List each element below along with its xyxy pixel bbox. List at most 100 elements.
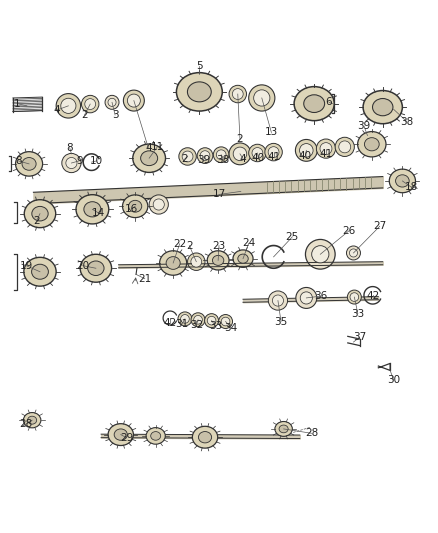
Ellipse shape [233, 250, 253, 268]
Circle shape [216, 150, 226, 159]
Ellipse shape [108, 424, 134, 446]
Ellipse shape [363, 91, 403, 124]
Ellipse shape [15, 152, 42, 176]
Ellipse shape [357, 132, 386, 157]
Ellipse shape [212, 255, 224, 265]
Circle shape [254, 90, 270, 106]
Circle shape [339, 141, 351, 153]
Text: 38: 38 [216, 155, 229, 165]
Circle shape [347, 290, 361, 304]
Circle shape [213, 147, 229, 163]
Ellipse shape [146, 427, 165, 444]
Text: 32: 32 [190, 320, 203, 330]
Ellipse shape [304, 95, 325, 112]
Circle shape [296, 287, 317, 309]
Text: 17: 17 [212, 189, 226, 199]
Circle shape [268, 291, 288, 310]
Circle shape [252, 148, 263, 158]
Text: 11: 11 [150, 142, 164, 152]
Circle shape [346, 246, 360, 260]
Circle shape [335, 138, 354, 157]
Text: 19: 19 [19, 261, 33, 271]
Text: 2: 2 [33, 216, 40, 226]
Circle shape [219, 314, 233, 328]
Circle shape [233, 147, 247, 160]
Circle shape [229, 143, 251, 165]
Text: 16: 16 [125, 204, 138, 214]
Text: 39: 39 [357, 121, 371, 131]
Text: 42: 42 [163, 318, 177, 328]
Circle shape [108, 98, 116, 107]
Circle shape [178, 312, 192, 326]
Circle shape [249, 85, 275, 111]
Ellipse shape [372, 99, 393, 116]
Ellipse shape [133, 144, 166, 172]
Circle shape [265, 143, 283, 161]
Ellipse shape [32, 206, 48, 221]
Text: 41: 41 [319, 149, 332, 159]
Text: 2: 2 [186, 240, 193, 251]
Text: 35: 35 [274, 317, 288, 327]
Text: 40: 40 [299, 151, 312, 160]
Ellipse shape [198, 432, 212, 443]
Text: 41: 41 [267, 152, 280, 163]
Circle shape [66, 157, 77, 168]
Text: 2: 2 [237, 134, 243, 144]
Ellipse shape [88, 261, 104, 276]
Ellipse shape [28, 416, 37, 424]
Ellipse shape [275, 422, 292, 437]
Text: 10: 10 [90, 156, 103, 166]
Text: 8: 8 [67, 143, 73, 153]
Ellipse shape [84, 201, 101, 217]
Circle shape [197, 148, 213, 164]
Text: 31: 31 [175, 319, 188, 329]
Text: 14: 14 [92, 208, 106, 218]
Text: 25: 25 [286, 232, 299, 242]
Text: 9: 9 [76, 156, 83, 166]
Ellipse shape [32, 264, 48, 279]
Text: 33: 33 [351, 309, 364, 319]
Circle shape [56, 94, 81, 118]
Circle shape [229, 85, 247, 103]
Text: 8: 8 [15, 156, 21, 166]
Circle shape [81, 95, 99, 113]
Text: 5: 5 [196, 61, 203, 71]
Circle shape [205, 313, 219, 328]
Circle shape [200, 151, 210, 160]
Circle shape [268, 147, 279, 158]
Circle shape [124, 90, 145, 111]
Circle shape [187, 253, 205, 270]
Circle shape [221, 317, 230, 326]
Ellipse shape [192, 426, 218, 448]
Text: 4: 4 [145, 143, 152, 153]
Ellipse shape [279, 425, 288, 433]
Ellipse shape [76, 195, 109, 224]
Circle shape [233, 88, 243, 100]
Circle shape [105, 95, 119, 109]
Circle shape [350, 249, 357, 257]
Circle shape [249, 144, 266, 161]
Circle shape [300, 143, 313, 157]
Text: 26: 26 [343, 225, 356, 236]
Ellipse shape [364, 138, 379, 151]
Text: 2: 2 [81, 110, 88, 120]
Ellipse shape [177, 72, 222, 111]
Ellipse shape [151, 432, 161, 440]
Text: 34: 34 [225, 322, 238, 333]
Text: 4: 4 [53, 105, 60, 115]
Circle shape [194, 316, 202, 324]
Text: 6: 6 [326, 98, 332, 107]
Ellipse shape [159, 251, 187, 275]
Ellipse shape [22, 158, 36, 170]
Text: 21: 21 [138, 274, 152, 284]
Circle shape [295, 140, 317, 161]
Text: 39: 39 [197, 155, 210, 165]
Ellipse shape [294, 87, 334, 120]
Circle shape [149, 195, 168, 214]
Ellipse shape [389, 169, 416, 193]
Text: 22: 22 [173, 239, 186, 249]
Ellipse shape [207, 251, 229, 270]
Ellipse shape [80, 254, 112, 282]
Circle shape [191, 313, 205, 327]
Circle shape [350, 293, 359, 301]
